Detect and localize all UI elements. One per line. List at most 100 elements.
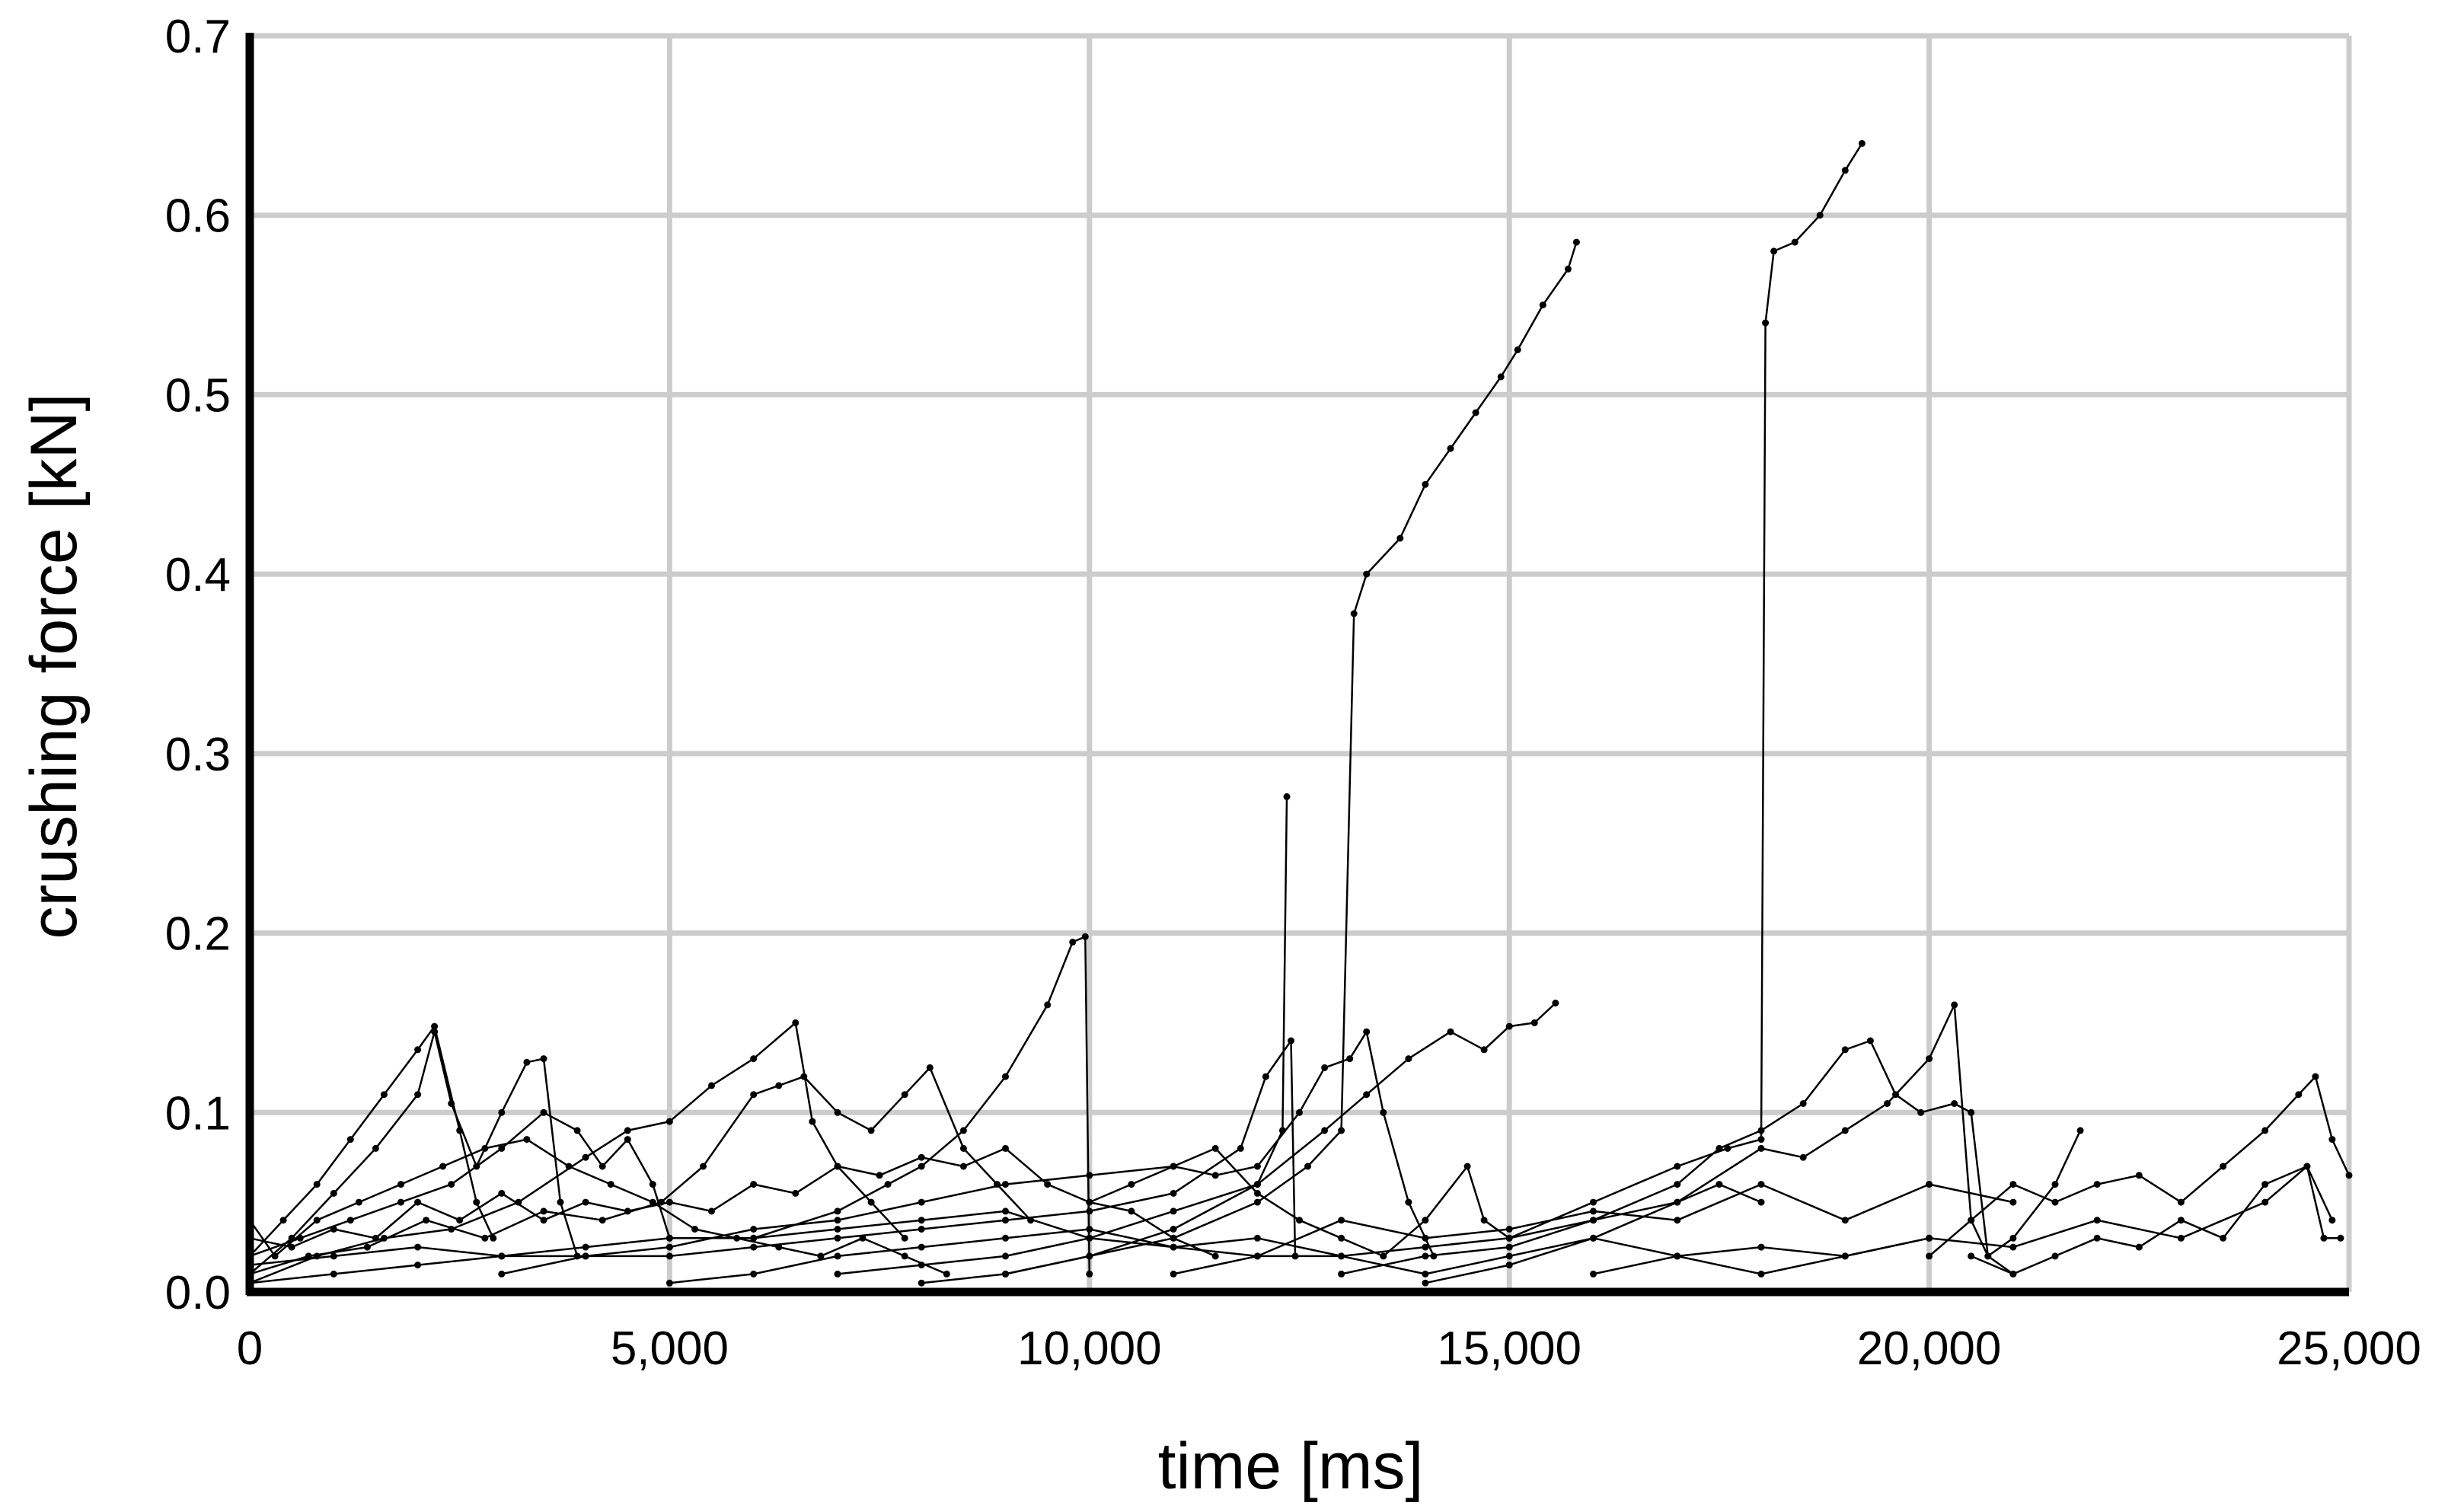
data-point	[355, 1198, 362, 1206]
series-line	[1173, 142, 1863, 1275]
data-point	[1422, 1234, 1429, 1242]
data-point	[1405, 1055, 1412, 1063]
data-point	[582, 1198, 589, 1206]
series-15	[1590, 1163, 2344, 1278]
data-point	[1002, 1270, 1009, 1278]
data-point	[1590, 1217, 1597, 1224]
data-point	[1170, 1234, 1177, 1242]
data-point	[565, 1163, 573, 1170]
x-tick-label: 5,000	[611, 1322, 729, 1375]
data-point	[1069, 938, 1077, 946]
data-point	[750, 1055, 758, 1063]
data-point	[733, 1234, 741, 1242]
data-point	[1757, 1136, 1765, 1144]
data-point	[901, 1091, 908, 1099]
data-point	[876, 1172, 883, 1179]
series-11	[1086, 1028, 1438, 1260]
y-tick-label: 0.2	[165, 908, 231, 961]
data-point	[1770, 247, 1778, 255]
data-point	[2295, 1091, 2303, 1099]
data-point	[498, 1252, 506, 1260]
data-point	[1086, 1226, 1093, 1233]
data-point	[582, 1252, 589, 1260]
data-point	[2345, 1172, 2353, 1179]
data-point	[431, 1022, 439, 1030]
series-line	[249, 1112, 671, 1258]
data-point	[918, 1198, 925, 1206]
data-point	[1253, 1189, 1261, 1197]
data-point	[1926, 1055, 1933, 1063]
y-tick-label: 0.1	[165, 1087, 231, 1140]
data-point	[2261, 1198, 2269, 1206]
data-point	[2261, 1181, 2269, 1188]
data-point	[1338, 1234, 1345, 1242]
x-axis-title: time [ms]	[1158, 1430, 1424, 1503]
data-point	[1350, 610, 1358, 617]
data-point	[834, 1234, 841, 1242]
data-point	[1002, 1144, 1009, 1152]
data-point	[800, 1073, 808, 1080]
y-tick-label: 0.0	[165, 1267, 231, 1319]
data-point	[624, 1136, 631, 1144]
series-line	[249, 1025, 494, 1257]
data-point	[573, 1127, 581, 1134]
data-point	[2220, 1234, 2227, 1242]
data-point	[2093, 1234, 2101, 1242]
data-point	[1757, 1270, 1765, 1278]
data-point	[2312, 1073, 2319, 1080]
data-point	[1572, 238, 1580, 246]
series-8	[834, 793, 1291, 1278]
data-point	[540, 1217, 547, 1224]
series-line	[249, 936, 1091, 1274]
data-point	[363, 1243, 371, 1251]
data-point	[498, 1189, 506, 1197]
data-point	[1002, 1217, 1009, 1224]
data-point	[330, 1226, 337, 1233]
data-point	[959, 1163, 967, 1170]
data-point	[1283, 793, 1291, 800]
data-point	[1447, 1028, 1454, 1035]
data-point	[582, 1153, 589, 1161]
data-point	[834, 1108, 841, 1116]
data-point	[1968, 1108, 1975, 1116]
data-point	[1262, 1073, 1269, 1080]
data-point	[1086, 1172, 1093, 1179]
data-point	[1237, 1144, 1244, 1152]
data-point	[431, 1028, 439, 1035]
data-point	[2337, 1234, 2344, 1242]
data-point	[1422, 1270, 1429, 1278]
y-tick-label: 0.4	[165, 549, 231, 601]
data-point	[1841, 1127, 1849, 1134]
data-point	[1968, 1217, 1975, 1224]
data-point	[834, 1217, 841, 1224]
data-point	[330, 1189, 337, 1197]
data-point	[330, 1252, 337, 1260]
data-point	[1841, 1046, 1849, 1054]
series-line	[753, 1183, 2014, 1258]
data-point	[598, 1217, 606, 1224]
data-point	[959, 1144, 967, 1152]
data-point	[624, 1207, 631, 1215]
data-point	[1917, 1108, 1925, 1116]
data-point	[2261, 1127, 2269, 1134]
axes	[245, 33, 2349, 1297]
data-point	[1866, 1037, 1874, 1045]
data-point	[372, 1234, 379, 1242]
data-point	[288, 1243, 295, 1251]
data-point	[792, 1189, 800, 1197]
data-point	[918, 1243, 925, 1251]
data-point	[523, 1136, 531, 1144]
data-point	[498, 1108, 506, 1116]
series-line	[1971, 1165, 2334, 1275]
data-point	[1170, 1270, 1177, 1278]
data-point	[2328, 1136, 2336, 1144]
data-point	[1253, 1181, 1261, 1188]
data-point	[1086, 1198, 1093, 1206]
data-point	[1170, 1243, 1177, 1251]
data-point	[1211, 1252, 1219, 1260]
series-17	[1968, 1163, 2336, 1278]
data-point	[1296, 1108, 1303, 1116]
series-line	[248, 1138, 947, 1275]
series-line	[1593, 1165, 2341, 1275]
